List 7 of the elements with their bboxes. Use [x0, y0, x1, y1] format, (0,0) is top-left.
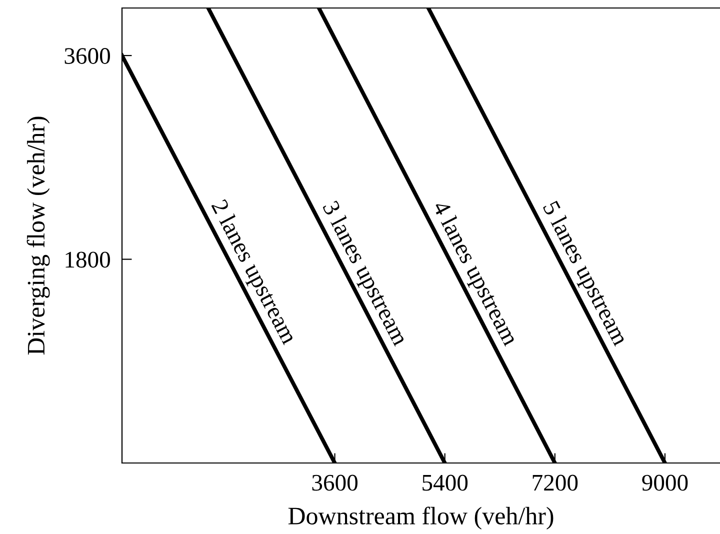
x-tick-label: 5400 [422, 474, 468, 491]
x-tick-label: 7200 [532, 474, 578, 491]
y-tick-label: 1800 [66, 252, 110, 268]
y-axis-title: Diverging flow (veh/hr) [26, 116, 50, 355]
x-tick-label: 9000 [642, 474, 688, 491]
x-tick-label: 3600 [312, 474, 358, 491]
x-axis-title: Downstream flow (veh/hr) [288, 506, 554, 530]
